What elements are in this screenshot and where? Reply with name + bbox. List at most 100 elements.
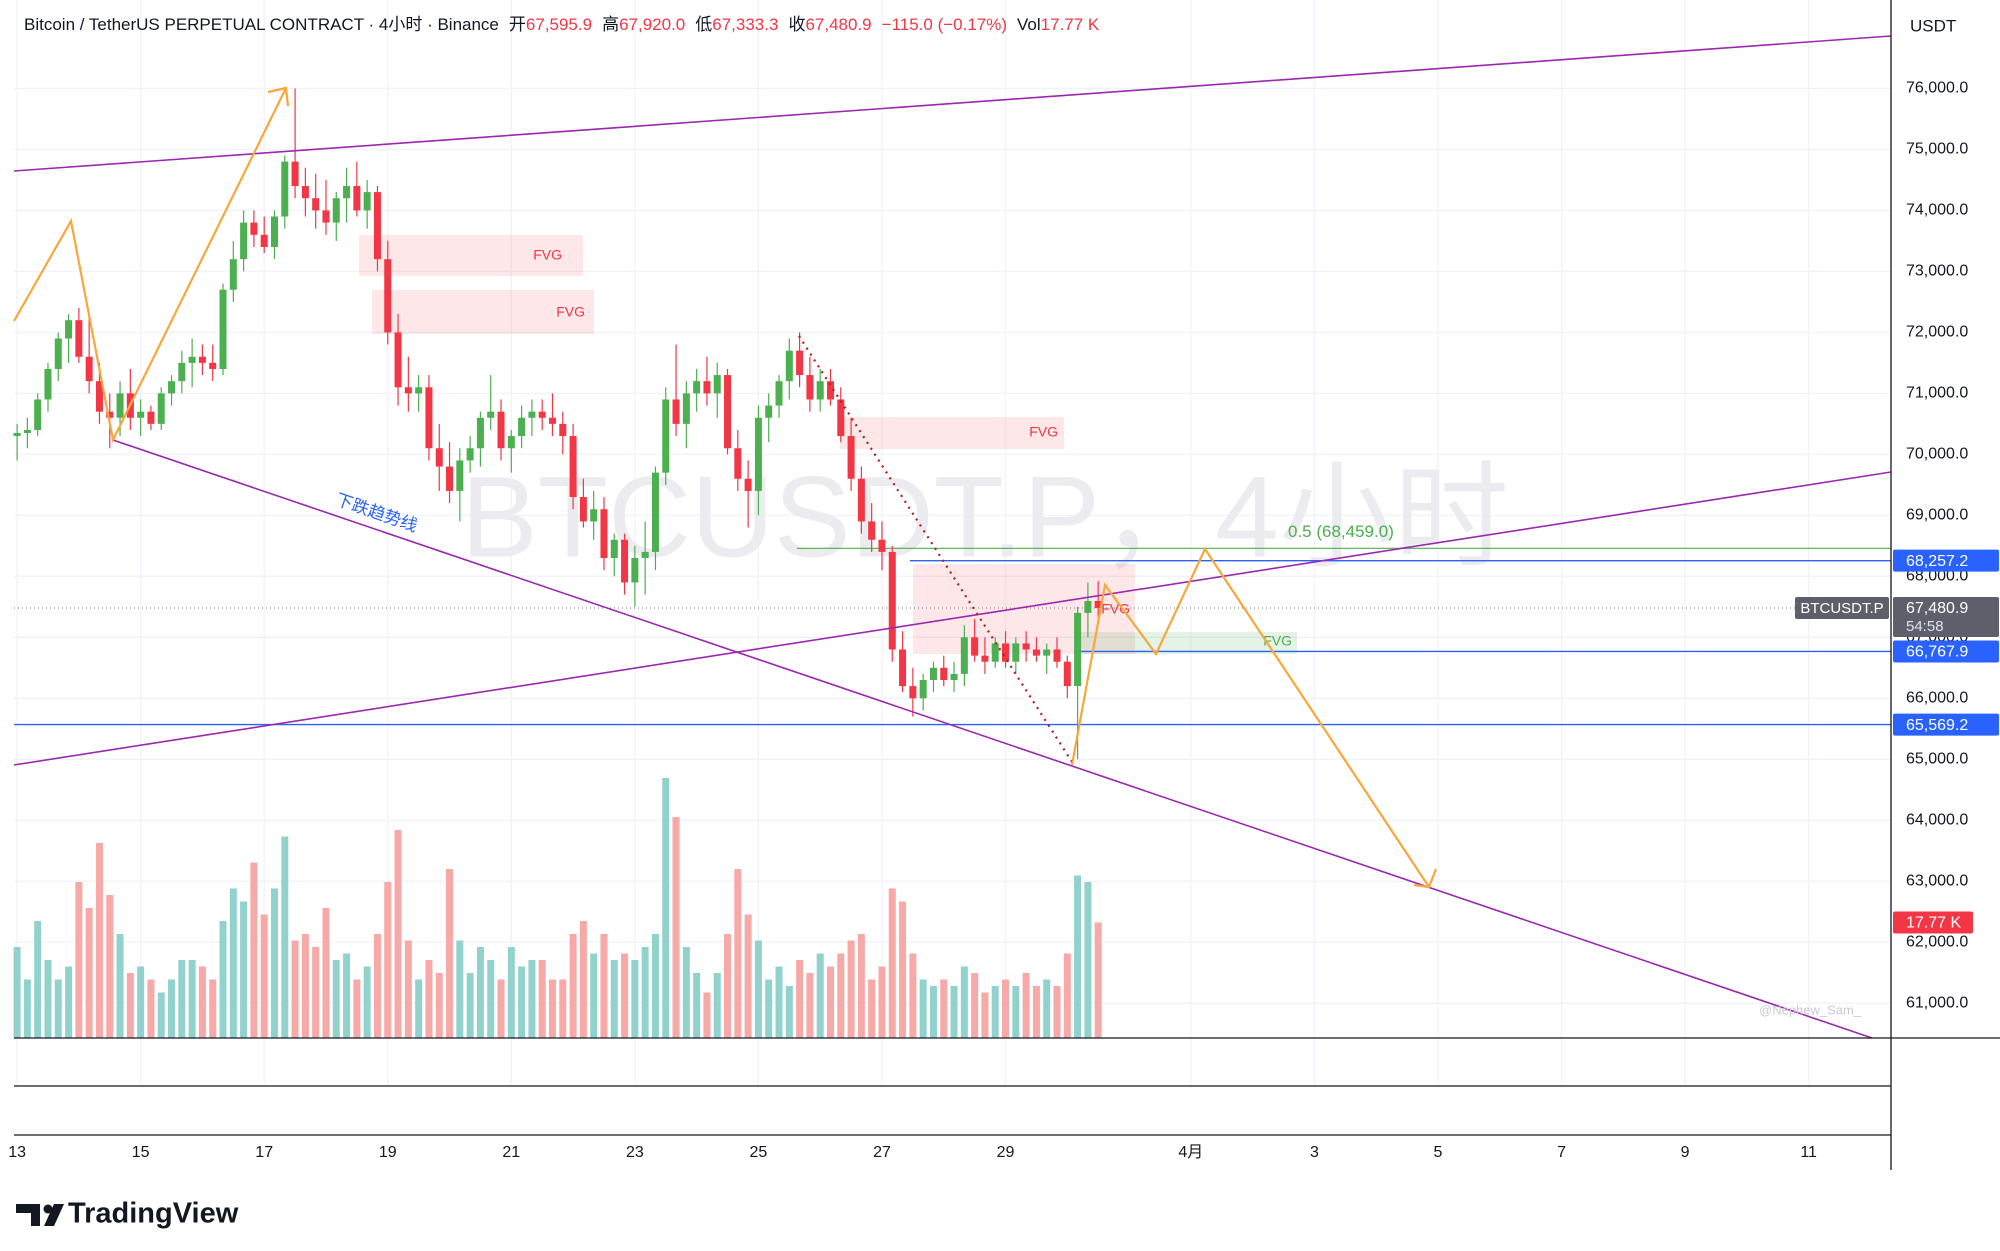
x-tick-label: 23: [626, 1144, 644, 1161]
candle-body: [682, 393, 690, 424]
volume-bar: [147, 979, 155, 1038]
candle-body: [610, 539, 618, 559]
candle-body: [384, 259, 392, 333]
candle-body: [456, 460, 464, 491]
candle-body: [487, 411, 495, 418]
volume-bar: [363, 966, 371, 1038]
candle-body: [991, 643, 999, 662]
volume-bar: [569, 934, 577, 1038]
volume-bar: [518, 966, 526, 1038]
trend-line: [13, 471, 1892, 766]
x-tick-label: 29: [997, 1144, 1015, 1161]
level-label: 65,569.2: [1906, 717, 1968, 734]
volume-bar: [682, 947, 690, 1038]
volume-bar: [301, 934, 309, 1038]
volume-bar: [693, 973, 701, 1038]
fvg-label: FVG: [1263, 633, 1292, 649]
volume-bar: [250, 862, 258, 1038]
volume-bar: [466, 973, 474, 1038]
level-label-box: [1893, 640, 1999, 663]
candle-body: [548, 417, 556, 424]
candle-body: [1043, 649, 1051, 656]
x-tick-label: 13: [8, 1144, 26, 1161]
last-price-box: [1893, 596, 1999, 637]
volume-bar: [126, 973, 134, 1038]
candle-body: [507, 436, 515, 449]
header-value: 67,480.9: [805, 15, 871, 34]
candle-body: [137, 411, 145, 418]
candle-body: [775, 381, 783, 406]
candle-body: [816, 381, 824, 400]
volume-bar: [85, 908, 93, 1038]
candle-body: [75, 320, 83, 357]
candle-body: [960, 637, 968, 674]
candle-body: [518, 417, 526, 437]
volume-bar: [373, 934, 381, 1038]
y-tick-label: 68,000.0: [1906, 568, 1968, 585]
candle-body: [981, 655, 989, 662]
volume-bar: [34, 921, 42, 1038]
volume-bar: [219, 921, 227, 1038]
candle-body: [1012, 643, 1020, 662]
volume-bar: [672, 817, 680, 1038]
volume-bar: [991, 986, 999, 1038]
fvg-label: FVG: [1029, 424, 1058, 440]
level-label-box: [1893, 713, 1999, 736]
candle-body: [270, 216, 278, 247]
header-label: 开: [509, 15, 526, 34]
volume-bar: [641, 947, 649, 1038]
volume-bar: [703, 992, 711, 1038]
volume-bar: [353, 979, 361, 1038]
volume-bar: [878, 966, 886, 1038]
candle-body: [404, 387, 412, 394]
volume-bar: [75, 882, 83, 1038]
x-tick-label: 4月: [1178, 1144, 1203, 1161]
y-tick-label: 75,000.0: [1906, 141, 1968, 158]
volume-bar: [157, 992, 165, 1038]
candle-body: [23, 429, 31, 434]
candle-body: [724, 375, 732, 449]
symbol-box: [1795, 596, 1889, 619]
header-label: Vol: [1017, 15, 1041, 34]
volume-bar: [590, 953, 598, 1038]
candle-body: [281, 161, 289, 217]
candle-body: [435, 448, 443, 467]
candle-body: [672, 399, 680, 424]
volume-bar: [806, 973, 814, 1038]
volume-bar: [456, 940, 464, 1038]
volume-bar: [1002, 979, 1010, 1038]
candle-body: [950, 673, 958, 681]
candle-body: [826, 381, 834, 400]
volume-bar: [919, 979, 927, 1038]
candle-body: [1053, 649, 1061, 662]
volume-bar: [23, 979, 31, 1038]
volume-bar: [425, 960, 433, 1038]
volume-bar: [579, 921, 587, 1038]
header-symbol: Bitcoin / TetherUS PERPETUAL CONTRACT · …: [24, 15, 499, 34]
fib-label: 0.5 (68,459.0): [1288, 522, 1394, 541]
x-tick-label: 5: [1434, 1144, 1443, 1161]
candle-body: [878, 539, 886, 552]
candle-body: [476, 417, 484, 449]
candle-body: [785, 350, 793, 382]
candle-body: [744, 478, 752, 491]
volume-bar: [1053, 986, 1061, 1038]
countdown: 54:58: [1906, 618, 1944, 635]
candle-body: [1002, 643, 1010, 662]
fvg-label: FVG: [556, 304, 585, 320]
volume-layer: [13, 778, 1102, 1038]
volume-bar: [929, 986, 937, 1038]
volume-bar: [435, 973, 443, 1038]
volume-bar: [281, 836, 289, 1038]
volume-bar: [559, 979, 567, 1038]
volume-bar: [1043, 979, 1051, 1038]
brand-logo: [43, 1204, 53, 1214]
volume-bar: [1084, 882, 1092, 1038]
fvg-zone: [372, 290, 594, 334]
candle-body: [353, 186, 361, 211]
candle-body: [415, 387, 423, 394]
volume-bar: [909, 953, 917, 1038]
volume-bar: [116, 934, 124, 1038]
candle-body: [1022, 643, 1030, 650]
volume-bar: [343, 953, 351, 1038]
